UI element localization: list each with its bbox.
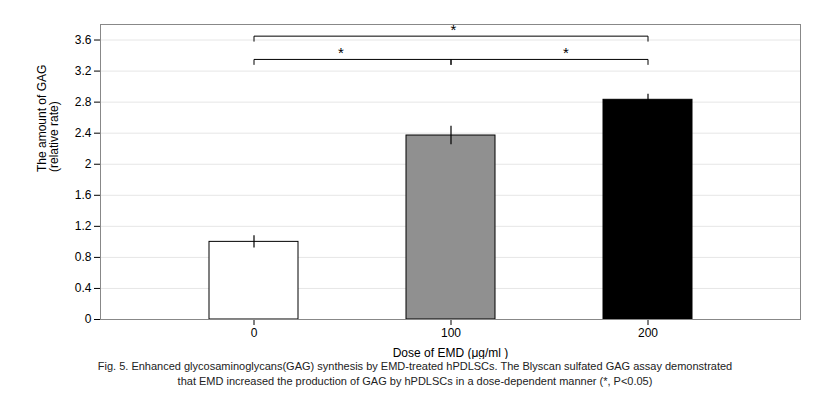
svg-text:0.4: 0.4	[75, 281, 92, 295]
svg-text:1.2: 1.2	[75, 219, 92, 233]
svg-text:0: 0	[251, 326, 258, 340]
svg-text:3.2: 3.2	[75, 64, 92, 78]
svg-text:2.4: 2.4	[75, 126, 92, 140]
svg-text:*: *	[563, 44, 569, 61]
svg-text:2.8: 2.8	[75, 95, 92, 109]
svg-text:2: 2	[85, 157, 92, 171]
html-text:Fig. 5. Enhanced glycosaminogl: Fig. 5. Enhanced glycosaminoglycans(GAG)…	[97, 360, 733, 372]
svg-text:*: *	[451, 21, 457, 38]
svg-text:0.8: 0.8	[75, 250, 92, 264]
svg-text:The amount of GAG(relative rat: The amount of GAG(relative rate)	[35, 65, 61, 172]
svg-text:3.6: 3.6	[75, 33, 92, 47]
svg-text:100: 100	[441, 326, 461, 340]
svg-text:200: 200	[638, 326, 658, 340]
svg-text:Dose of EMD (μg/ml ): Dose of EMD (μg/ml )	[393, 346, 509, 360]
svg-text:*: *	[338, 44, 344, 61]
svg-text:0: 0	[85, 312, 92, 326]
svg-text:1.6: 1.6	[75, 188, 92, 202]
html-text:that EMD increased the product: that EMD increased the production of GAG…	[177, 375, 653, 387]
